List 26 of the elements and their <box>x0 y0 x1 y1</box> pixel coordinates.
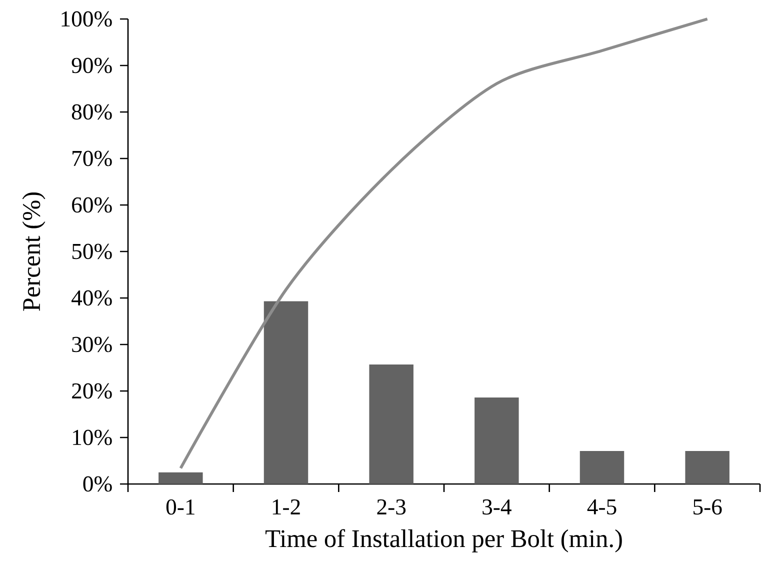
bar <box>474 398 519 484</box>
x-tick-label: 1-2 <box>272 499 300 514</box>
y-tick-label: 80% <box>72 104 112 120</box>
x-tick-label: 2-3 <box>377 499 406 515</box>
line-series <box>179 18 709 470</box>
y-tick-label: 30% <box>72 336 112 352</box>
x-axis-title: Time of Installation per Bolt (min.) <box>266 529 622 552</box>
bar <box>158 472 203 484</box>
y-tick-label: 60% <box>72 197 112 213</box>
x-tick-label: 5-6 <box>694 499 722 515</box>
bar <box>580 450 624 484</box>
y-tick-label: 10% <box>73 430 112 446</box>
bar <box>685 450 730 484</box>
y-axis-title: Percent (%) <box>22 192 46 311</box>
bar <box>369 364 414 484</box>
y-tick-label: 40% <box>72 290 112 306</box>
y-tick-label: 0% <box>83 476 112 492</box>
y-tick-label: 50% <box>72 244 112 260</box>
x-tick-label: 4-5 <box>587 499 616 515</box>
y-tick-label: 100% <box>62 11 112 27</box>
bar <box>264 301 308 484</box>
x-tick-label: 0-1 <box>166 499 194 515</box>
x-tick-label: 3-4 <box>482 499 512 515</box>
y-tick-label: 90% <box>72 58 112 74</box>
y-tick-label: 70% <box>72 150 112 166</box>
y-tick-label: 20% <box>72 383 112 399</box>
